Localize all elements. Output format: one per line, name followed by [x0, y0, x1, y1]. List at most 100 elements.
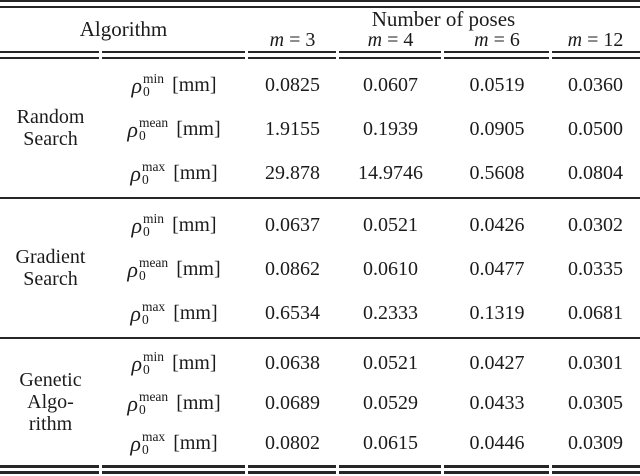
table-row: ρ mean 0 [mm] 1.9155 0.1939 0.0905 0.050…: [0, 107, 640, 151]
metric-label: ρ max 0 [mm]: [101, 299, 247, 327]
rho-symbol: ρ: [127, 117, 138, 142]
algorithm-name: Random Search: [0, 59, 101, 197]
m-value: 3: [305, 29, 316, 51]
metric-label: ρ min 0 [mm]: [101, 211, 247, 239]
algorithm-name: Genetic Algo- rithm: [0, 339, 101, 465]
algorithm-name-line: Search: [23, 128, 78, 150]
table-row: ρ min 0 [mm] 0.0825 0.0607 0.0519 0.0360: [0, 63, 640, 107]
metric-label: ρ max 0 [mm]: [101, 429, 247, 457]
metric-unit: [mm]: [176, 391, 221, 414]
table-rule-bottom: [0, 465, 640, 474]
value-cell: 1.9155: [265, 117, 320, 140]
rho-subscript: 0: [143, 224, 150, 239]
rho-superscript: min: [143, 349, 165, 364]
rho-subsup: mean 0: [138, 115, 169, 143]
algorithm-name-line: Algo-: [27, 391, 74, 413]
rho-subsup: mean 0: [138, 255, 169, 283]
rho-subsup: max 0: [141, 429, 166, 457]
m-value: 4: [403, 29, 414, 51]
rho-subsup: mean 0: [138, 389, 169, 417]
value-cell: 0.0426: [469, 213, 525, 236]
rho-symbol: ρ: [131, 73, 143, 98]
equals-sign: =: [289, 29, 301, 51]
rho-symbol: ρ: [127, 391, 138, 416]
equals-sign: =: [587, 29, 599, 51]
rule-segment: [248, 465, 336, 474]
value-cell: 0.0862: [265, 257, 320, 280]
metric-unit: [mm]: [176, 117, 221, 140]
column-header-m4: m = 4: [338, 29, 443, 52]
value-cell: 0.0905: [469, 117, 525, 140]
value-cell: 0.0610: [363, 257, 418, 280]
equals-sign: =: [493, 29, 505, 51]
value-cell: 0.1939: [363, 117, 418, 140]
value-cell: 0.0305: [568, 391, 623, 414]
value-cell: 0.0681: [568, 301, 623, 324]
rule-segment: [248, 51, 336, 59]
value-cell: 0.1319: [469, 301, 525, 324]
rho-subsup: max 0: [141, 299, 166, 327]
value-cell: 29.878: [265, 161, 320, 184]
m-variable: m: [474, 29, 489, 51]
pose-count-header-row: m = 3 m = 4 m = 6 m = 12: [247, 29, 640, 52]
rho-subsup: min 0: [143, 72, 164, 99]
metric-unit: [mm]: [173, 161, 218, 184]
column-header-m12: m = 12: [551, 29, 640, 52]
poses-group-label: Number of poses: [371, 7, 516, 31]
rho-superscript: min: [143, 211, 165, 226]
value-cell: 0.0302: [568, 213, 623, 236]
rho-subscript: 0: [141, 172, 149, 187]
m-variable: m: [567, 29, 583, 51]
metric-unit: [mm]: [172, 351, 217, 374]
rho-subscript: 0: [138, 268, 146, 283]
rho-subsup: min 0: [143, 211, 165, 239]
metric-label: ρ min 0 [mm]: [101, 349, 247, 377]
value-cell: 0.0521: [363, 213, 418, 236]
algorithm-name-line: Search: [23, 268, 78, 290]
rho-symbol: ρ: [130, 301, 141, 326]
value-cell: 0.2333: [363, 301, 418, 324]
rho-superscript: max: [141, 299, 166, 314]
table-header: Algorithm Number of poses m = 3 m = 4 m = 6 m =…: [0, 7, 640, 52]
metric-unit: [mm]: [176, 257, 221, 280]
value-cell: 0.0427: [469, 351, 525, 374]
m-variable: m: [367, 29, 383, 51]
m-variable: m: [269, 29, 285, 51]
value-cell: 14.9746: [358, 161, 423, 184]
value-cell: 0.0521: [363, 351, 418, 374]
rho-subscript: 0: [141, 442, 149, 457]
algorithm-name-line: Gradient: [15, 246, 86, 268]
metric-label: ρ min 0 [mm]: [101, 72, 247, 99]
metric-unit: [mm]: [173, 301, 218, 324]
algorithm-column-header: Algorithm: [79, 17, 168, 41]
metric-label: ρ max 0 [mm]: [101, 160, 247, 187]
algorithm-name-line: rithm: [28, 413, 73, 435]
rho-symbol: ρ: [130, 161, 141, 186]
value-cell: 0.0607: [363, 73, 418, 96]
value-cell: 0.0446: [469, 431, 525, 454]
value-cell: 0.0301: [568, 351, 623, 374]
rho-superscript: mean: [138, 389, 169, 404]
rho-symbol: ρ: [127, 257, 138, 282]
rho-subscript: 0: [143, 84, 150, 99]
metric-label: ρ mean 0 [mm]: [101, 389, 247, 417]
metric-label: ρ mean 0 [mm]: [101, 255, 247, 283]
rule-segment: [444, 51, 549, 59]
rho-subscript: 0: [138, 128, 146, 143]
rule-segment: [0, 51, 99, 59]
rho-symbol: ρ: [131, 351, 143, 376]
table-rule-top: [0, 0, 640, 8]
algorithm-block-genetic-algorithm: Genetic Algo- rithm ρ min 0 [mm] 0.0638 …: [0, 339, 640, 465]
metric-unit: [mm]: [172, 213, 217, 236]
rule-segment: [339, 51, 441, 59]
value-cell: 0.5608: [469, 161, 525, 184]
rho-superscript: mean: [138, 255, 169, 270]
table-row: ρ min 0 [mm] 0.0638 0.0521 0.0427 0.0301: [0, 343, 640, 383]
value-cell: 0.0638: [265, 351, 320, 374]
rho-superscript: mean: [138, 115, 169, 130]
rule-segment: [339, 465, 441, 474]
table-rule-mid: [0, 337, 640, 339]
algorithm-block-random-search: Random Search ρ min 0 [mm] 0.0825 0.0607…: [0, 59, 640, 197]
rho-superscript: max: [141, 429, 166, 444]
